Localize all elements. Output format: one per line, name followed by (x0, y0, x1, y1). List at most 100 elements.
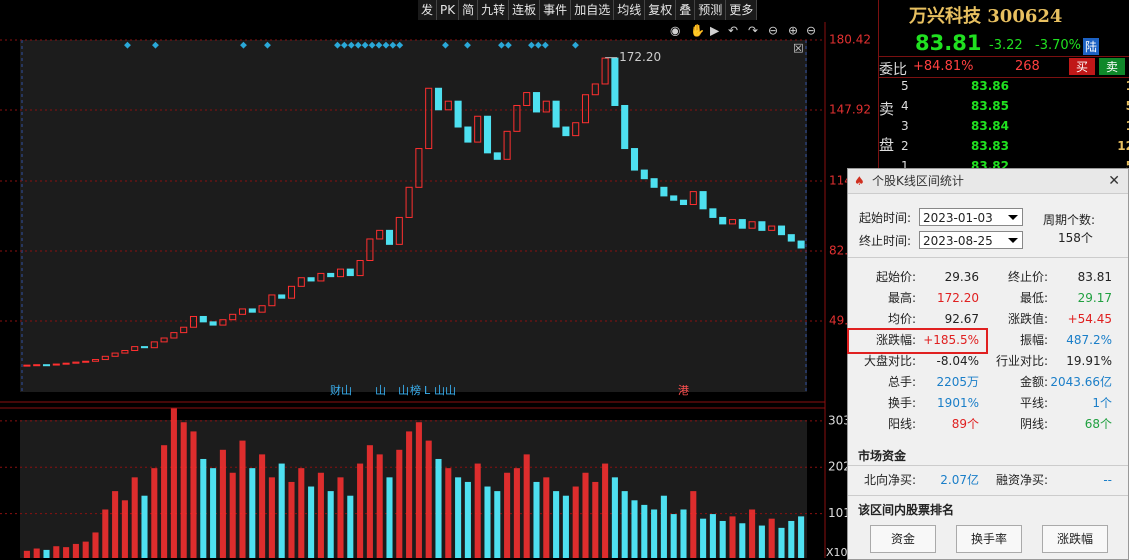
down-candle (562, 126, 570, 137)
volume-bar (219, 449, 226, 558)
buy-button[interactable]: 买 (1069, 58, 1095, 75)
volume-bar (337, 477, 344, 558)
volume-bar (798, 516, 805, 558)
volume-bar (278, 463, 285, 558)
volume-bar (229, 472, 236, 558)
rank-title: 该区间内股票排名 (858, 503, 955, 517)
down-candle (630, 148, 639, 171)
stat-value: 172.20 (937, 291, 979, 305)
start-label: 起始时间: (859, 211, 912, 225)
toolbar-item[interactable]: 更多 (726, 0, 758, 20)
level-no: 5 (901, 79, 909, 93)
volume-bar (82, 541, 89, 558)
toolbar-item[interactable]: 预测 (695, 0, 727, 20)
up-candle (121, 349, 129, 354)
volume-bar (33, 548, 40, 558)
volume-bar (700, 518, 707, 558)
toolbar-item[interactable]: 叠 (676, 0, 696, 20)
up-candle (405, 186, 413, 218)
up-candle (474, 115, 482, 143)
undo-icon[interactable]: ↶ (728, 24, 738, 38)
close-icon[interactable]: ☒ (793, 42, 804, 56)
volume-bar (758, 525, 765, 558)
rank-button[interactable]: 换手率 (956, 525, 1022, 553)
end-label: 终止时间: (859, 234, 912, 248)
stat-label: 振幅: (1019, 333, 1048, 347)
down-candle (346, 268, 354, 277)
ratio-value: +84.81% (913, 59, 974, 74)
marker: ◆ (124, 41, 131, 51)
stat-label: 大盘对比: (863, 354, 916, 368)
stat-value: 29.36 (944, 270, 979, 284)
start-date[interactable]: 2023-01-03 (919, 208, 1023, 226)
stat-label: 阳线: (887, 417, 916, 431)
toolbar-item[interactable]: PK (437, 0, 460, 20)
toolbar-item[interactable]: 简 (459, 0, 479, 20)
up-candle (82, 360, 90, 363)
volume-bar (719, 520, 726, 558)
volume-bar (729, 516, 736, 558)
up-candle (768, 225, 776, 231)
toolbar-item[interactable]: 九转 (478, 0, 510, 20)
zoom-out-icon[interactable]: ⊖ (768, 24, 778, 38)
toolbar-item[interactable]: 均线 (614, 0, 646, 20)
dialog-header: ♠ 个股K线区间统计 ✕ (848, 169, 1128, 194)
down-candle (621, 104, 629, 150)
redo-icon[interactable]: ↷ (748, 24, 758, 38)
volume-bar (690, 491, 697, 558)
volume-bar (92, 532, 99, 558)
down-candle (140, 346, 149, 349)
volume-bar (268, 477, 275, 558)
price-change: -3.22 (989, 38, 1023, 53)
up-candle (170, 332, 178, 339)
volume-bar (200, 458, 207, 558)
play-icon[interactable]: ▶ (710, 24, 720, 38)
down-candle (787, 234, 795, 242)
dialog-close[interactable]: ✕ (1108, 173, 1120, 189)
zoom-in-icon[interactable]: ⊕ (788, 24, 798, 38)
level-volume: 12 (1117, 139, 1129, 153)
down-candle (199, 315, 207, 323)
level-price: 83.84 (971, 119, 1009, 133)
marker: ◆ (240, 41, 247, 51)
volume-bar (121, 500, 128, 558)
event-label: L (424, 384, 431, 397)
side-label: 卖 (879, 100, 895, 118)
toolbar-item[interactable]: 事件 (540, 0, 572, 20)
up-candle (572, 122, 580, 137)
toolbar-item[interactable]: 复权 (645, 0, 677, 20)
toolbar-item[interactable]: 连板 (509, 0, 541, 20)
ratio-diff: 268 (1015, 59, 1040, 74)
volume-bar (749, 509, 756, 558)
rank-button[interactable]: 资金 (870, 525, 936, 553)
stat-value: 1901% (937, 396, 979, 410)
up-candle (395, 216, 403, 245)
volume-bar (376, 454, 383, 558)
level-volume: 1 (1126, 119, 1129, 133)
down-candle (797, 240, 805, 249)
eye-icon[interactable]: ◉ (670, 24, 680, 38)
toolbar-item[interactable]: 加自选 (571, 0, 615, 20)
volume-bar (445, 468, 452, 558)
hand-icon[interactable]: ✋ (690, 24, 705, 38)
volume-bar (582, 472, 589, 558)
volume-bar (415, 422, 422, 558)
toolbar-item[interactable]: 发 (418, 0, 438, 20)
volume-bar (455, 477, 462, 558)
stock-name: 万兴科技 (909, 6, 981, 27)
sell-button[interactable]: 卖 (1099, 58, 1125, 75)
minus-icon[interactable]: ⊖ (806, 24, 816, 38)
up-candle (52, 363, 60, 366)
ask-level: 2 83.83 12 (879, 137, 1129, 157)
volume-unit: X10 (826, 546, 848, 558)
rank-button[interactable]: 涨跌幅 (1042, 525, 1108, 553)
marker: ◆ (152, 41, 159, 51)
stat-label: 阴线: (1019, 417, 1048, 431)
stat-value: 29.17 (1077, 291, 1112, 305)
kline-chart: ◉ ✋ ▶ ↶ ↷ ⊖ ⊕ ⊖ ☒ ◆ ◆ ◆ ◆ ◆◆◆◆◆◆◆◆◆◆ ◆ ◆… (0, 22, 871, 558)
end-date[interactable]: 2023-08-25 (919, 231, 1023, 249)
fund-label: 融资净买: (995, 473, 1048, 487)
marker: ◆ (572, 41, 579, 51)
volume-bar (631, 500, 638, 558)
